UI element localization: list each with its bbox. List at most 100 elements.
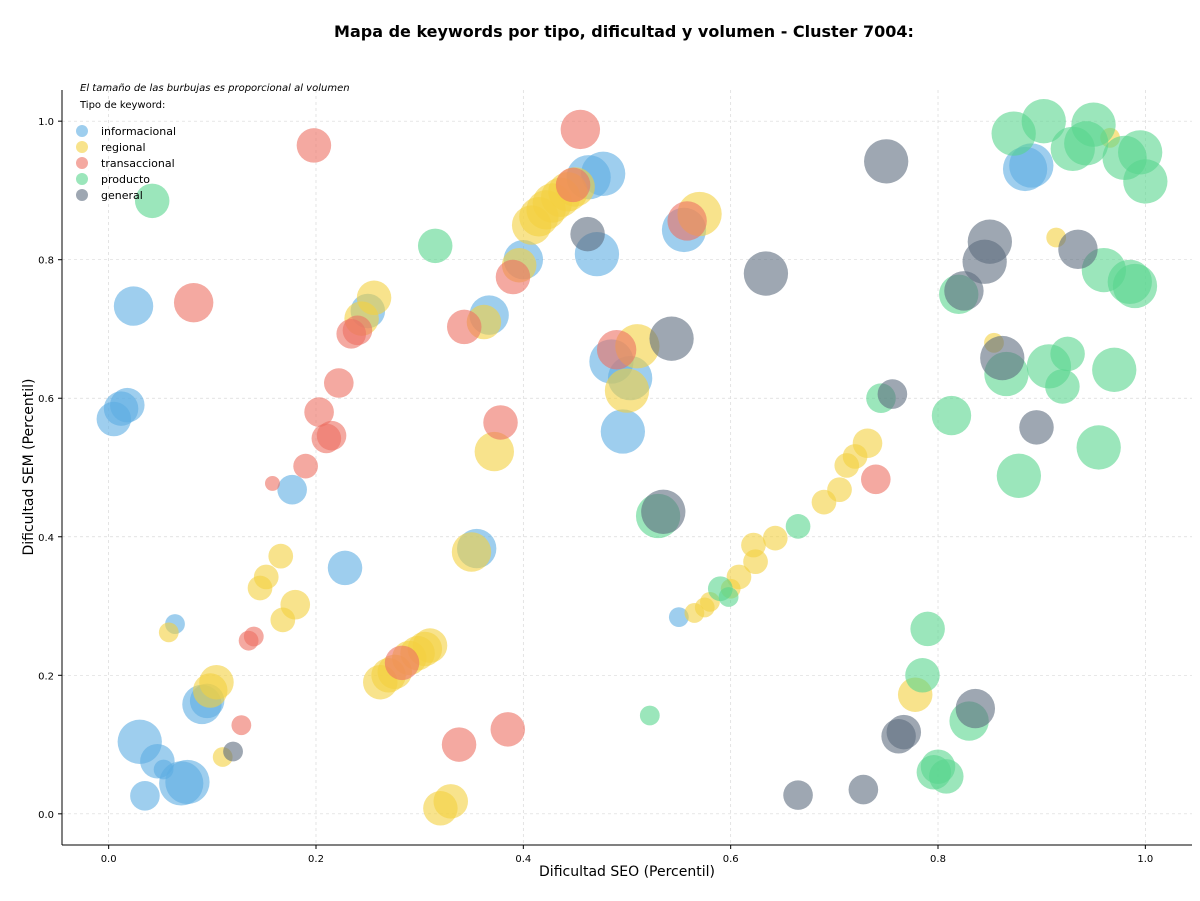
bubble-regional [743, 549, 768, 575]
bubble-regional [852, 428, 883, 459]
legend-marker [76, 157, 88, 169]
bubble-producto [785, 514, 811, 539]
bubble-producto [1092, 347, 1137, 392]
bubble-transaccional [490, 712, 526, 747]
bubble-transaccional [861, 464, 891, 495]
bubble-producto [1050, 336, 1085, 372]
bubble-transaccional [483, 405, 518, 440]
bubble-transaccional [173, 282, 214, 323]
bubble-regional [604, 368, 650, 413]
bubble-general [980, 335, 1025, 381]
bubble-regional [451, 532, 492, 572]
bubble-transaccional [323, 368, 354, 398]
bubble-regional [356, 280, 392, 316]
bubble-producto [718, 587, 739, 607]
bubble-general [743, 251, 789, 296]
x-tick-label: 0.6 [723, 854, 739, 865]
bubble-informacional [600, 409, 646, 454]
bubble-regional [433, 784, 469, 819]
bubble-general [570, 216, 605, 252]
legend-label: regional [101, 141, 146, 154]
bubble-transaccional [446, 309, 482, 345]
legend-label: producto [101, 173, 150, 186]
bubble-producto [910, 611, 945, 647]
legend-label: informacional [101, 125, 176, 138]
x-tick-label: 0.2 [308, 854, 324, 865]
bubble-producto [929, 759, 964, 794]
bubble-transaccional [342, 315, 373, 346]
bubble-informacional [130, 781, 160, 811]
bubble-producto [1021, 99, 1066, 144]
bubble-general [886, 714, 922, 750]
legend: informacional regional transaccional produc… [76, 125, 176, 202]
bubble-regional [268, 543, 294, 569]
bubble-informacional [668, 607, 689, 628]
y-tick-label: 0.2 [38, 671, 54, 682]
legend-label: general [101, 189, 143, 202]
legend-marker [76, 173, 88, 185]
bubble-regional [158, 622, 179, 643]
x-axis-label: Dificultad SEO (Percentil) [539, 864, 715, 880]
series-producto [134, 99, 1168, 794]
bubble-producto [1045, 369, 1080, 404]
bubble-general [877, 379, 908, 409]
bubble-transaccional [560, 109, 601, 150]
ticks: 0.0 0.2 0.4 0.6 0.8 1.0 0.0 0.2 0.4 0.6 0.8 1.0 [38, 117, 1153, 865]
bubble-general [1058, 229, 1098, 270]
bubble-producto [639, 705, 660, 726]
bubble-general [649, 316, 694, 361]
bubble-transaccional [264, 475, 280, 491]
bubble-general [641, 489, 686, 534]
bubble-transaccional [667, 201, 707, 241]
y-tick-label: 0.6 [38, 394, 54, 405]
bubble-regional [827, 477, 852, 503]
series-general [223, 139, 1098, 810]
bubble-producto [1123, 159, 1168, 204]
bubble-transaccional [243, 626, 264, 647]
bubble-regional [412, 628, 448, 663]
bubble-producto [1112, 263, 1158, 309]
legend-marker [76, 125, 88, 137]
y-tick-label: 0.8 [38, 256, 54, 267]
bubble-transaccional [304, 397, 334, 427]
chart-title: Mapa de keywords por tipo, dificultad y … [334, 22, 914, 41]
bubble-general [848, 774, 879, 805]
bubble-general [783, 780, 813, 810]
x-tick-label: 0.4 [515, 854, 531, 865]
bubble-transaccional [555, 167, 591, 203]
bubble-general [967, 219, 1012, 264]
bubble-transaccional [384, 645, 420, 681]
y-tick-label: 1.0 [38, 117, 54, 128]
bubble-producto [905, 658, 940, 693]
legend-marker [76, 189, 88, 201]
bubble-general [1019, 410, 1054, 445]
volume-note: El tamaño de las burbujas es proporciona… [80, 83, 350, 94]
bubble-regional [762, 525, 788, 551]
bubble-transaccional [293, 453, 318, 479]
bubble-transaccional [296, 128, 332, 163]
bubble-transaccional [495, 259, 531, 295]
x-tick-label: 0.0 [101, 854, 117, 865]
bubble-general [955, 688, 996, 729]
y-tick-label: 0.0 [38, 810, 54, 821]
bubble-producto [1071, 102, 1116, 147]
bubble-regional [726, 564, 752, 590]
bubble-general [864, 139, 909, 184]
x-tick-label: 1.0 [1137, 854, 1153, 865]
legend-marker [76, 141, 88, 153]
legend-label: transaccional [101, 157, 175, 170]
bubble-informacional [113, 286, 154, 326]
bubble-transaccional [316, 420, 347, 451]
bubble-producto [931, 395, 972, 436]
bubble-producto [1076, 425, 1121, 470]
y-axis-label: Dificultad SEM (Percentil) [21, 379, 37, 556]
bubble-transaccional [441, 727, 477, 762]
bubble-regional [474, 431, 515, 472]
bubble-informacional [327, 550, 363, 586]
series-transaccional [173, 109, 891, 762]
bubble-informacional [165, 759, 210, 805]
bubble-producto [996, 453, 1042, 498]
bubble-producto [134, 183, 170, 219]
